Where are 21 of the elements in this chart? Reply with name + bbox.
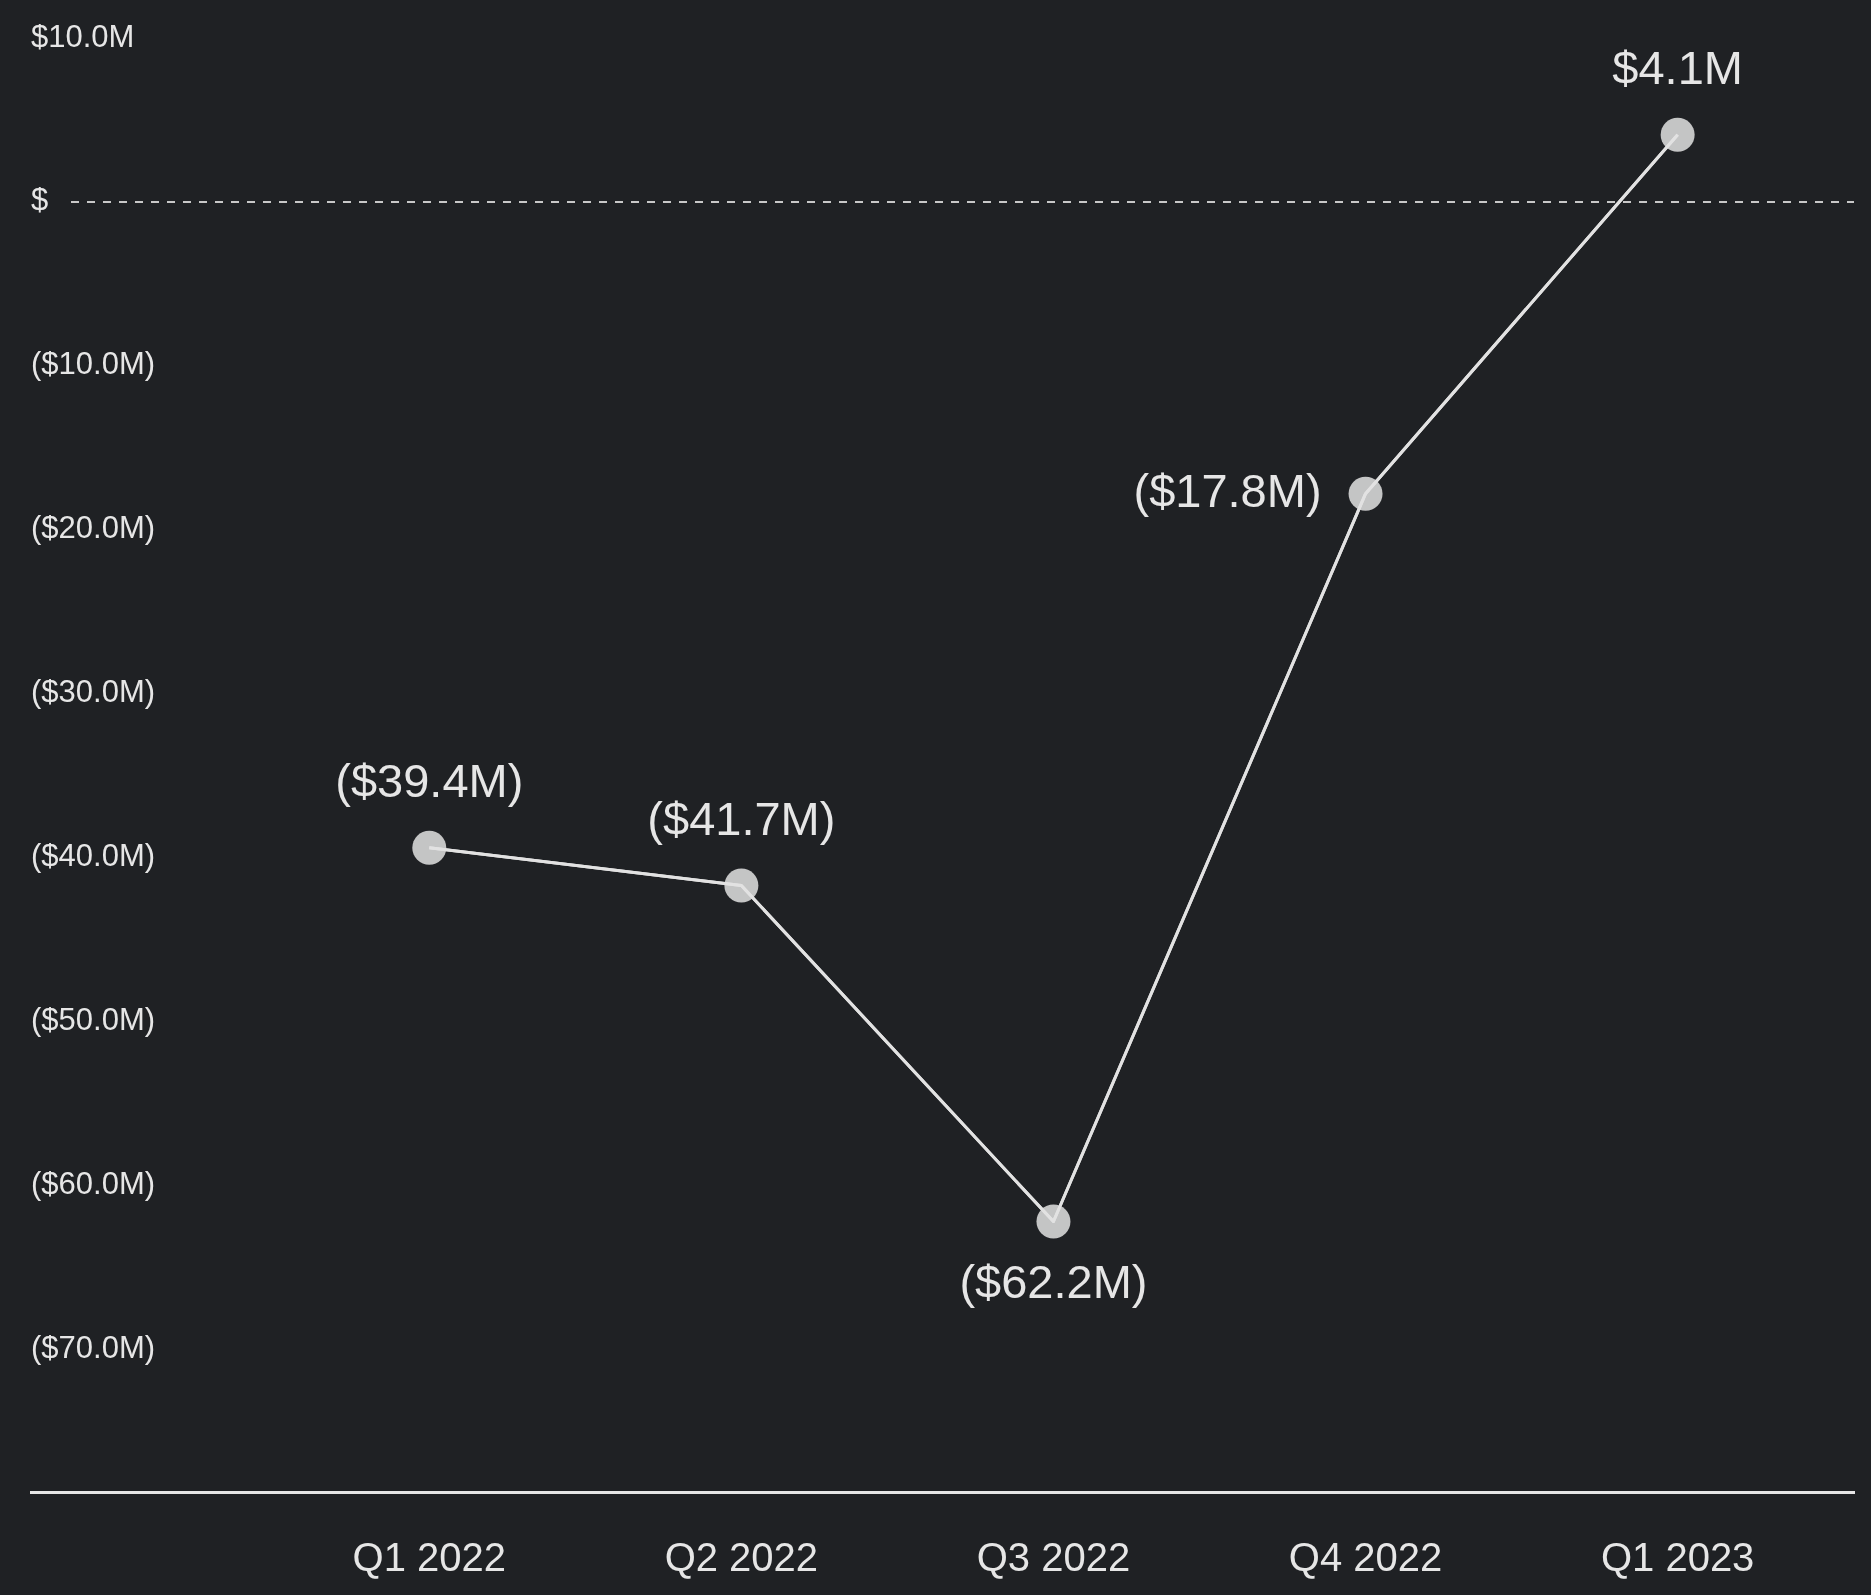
data-label: ($39.4M) xyxy=(335,754,524,808)
data-label: $4.1M xyxy=(1612,41,1743,95)
x-tick-label: Q2 2022 xyxy=(664,1535,819,1580)
point xyxy=(412,830,447,865)
data-label: ($17.8M) xyxy=(1133,463,1322,517)
x-tick-label: Q3 2022 xyxy=(976,1535,1131,1580)
y-tick-label: ($60.0M) xyxy=(31,1166,156,1202)
y-tick-label: ($50.0M) xyxy=(31,1002,156,1038)
y-tick-label: ($40.0M) xyxy=(31,838,156,874)
point xyxy=(1660,117,1695,152)
data-label: ($62.2M) xyxy=(959,1254,1148,1308)
y-tick-label: ($10.0M) xyxy=(31,346,156,382)
x-tick-label: Q1 2023 xyxy=(1600,1535,1755,1580)
x-tick-label: Q1 2022 xyxy=(352,1535,507,1580)
y-tick-label: $ xyxy=(31,182,49,218)
x-tick-label: Q4 2022 xyxy=(1288,1535,1443,1580)
y-tick-label: ($30.0M) xyxy=(31,674,156,710)
data-label: ($41.7M) xyxy=(647,791,836,845)
y-tick-label: $10.0M xyxy=(31,18,135,54)
y-tick-label: ($20.0M) xyxy=(31,510,156,546)
y-tick-label: ($70.0M) xyxy=(31,1329,156,1365)
